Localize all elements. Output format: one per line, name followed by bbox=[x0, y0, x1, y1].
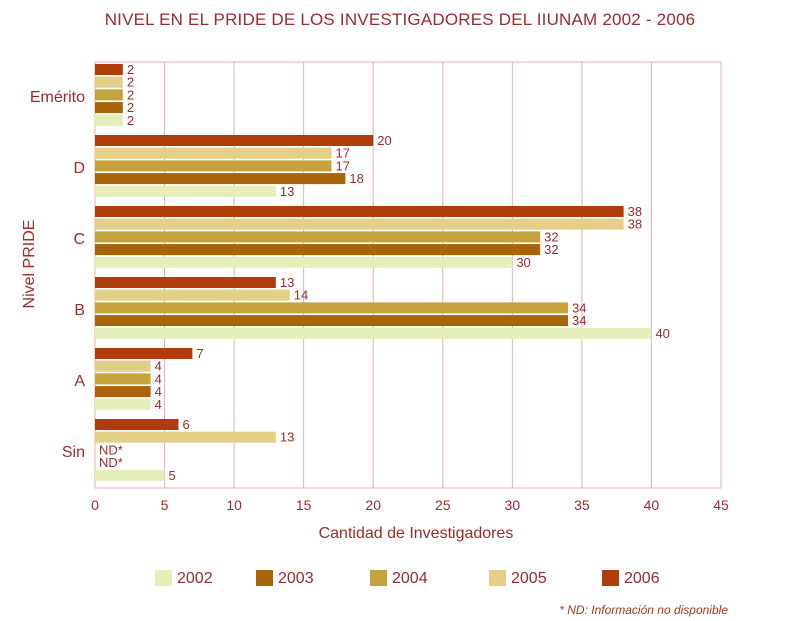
bar bbox=[95, 244, 541, 256]
bar bbox=[95, 469, 165, 481]
bar bbox=[95, 64, 123, 75]
y-category-label: Sin bbox=[62, 444, 85, 461]
bar bbox=[95, 386, 151, 398]
bar bbox=[95, 185, 276, 197]
x-tick-label: 15 bbox=[296, 497, 312, 513]
data-label: 14 bbox=[294, 288, 308, 303]
bar bbox=[95, 431, 276, 443]
bar bbox=[95, 419, 179, 430]
legend-swatch bbox=[256, 570, 273, 586]
data-label: 20 bbox=[377, 133, 391, 148]
legend-label: 2002 bbox=[177, 570, 213, 587]
data-label: 30 bbox=[516, 255, 530, 270]
data-label: 4 bbox=[155, 384, 162, 399]
data-label: 34 bbox=[572, 300, 586, 315]
data-label: 18 bbox=[349, 171, 363, 186]
data-label: 13 bbox=[280, 275, 294, 290]
data-label: 4 bbox=[155, 397, 162, 412]
x-tick-label: 5 bbox=[161, 497, 169, 513]
bar bbox=[95, 206, 624, 217]
y-category-label: B bbox=[74, 302, 85, 319]
data-label: 2 bbox=[127, 87, 134, 102]
plot-area bbox=[94, 61, 722, 489]
bar bbox=[95, 160, 332, 172]
y-category-label: C bbox=[73, 231, 85, 248]
chart-title: NIVEL EN EL PRIDE DE LOS INVESTIGADORES … bbox=[104, 10, 696, 29]
bar bbox=[95, 302, 568, 314]
legend-swatch bbox=[155, 570, 172, 586]
legend-label: 2004 bbox=[392, 570, 428, 587]
y-category-label: D bbox=[73, 160, 85, 177]
data-label: 40 bbox=[655, 326, 669, 341]
legend-label: 2005 bbox=[511, 570, 547, 587]
y-category-label: Emérito bbox=[30, 89, 85, 106]
bar bbox=[95, 256, 513, 268]
bar bbox=[95, 360, 151, 372]
bar bbox=[95, 277, 276, 288]
legend-swatch bbox=[370, 570, 387, 586]
bar bbox=[95, 114, 123, 126]
bar bbox=[95, 218, 624, 230]
x-tick-label: 10 bbox=[226, 497, 242, 513]
x-tick-label: 40 bbox=[644, 497, 660, 513]
bar bbox=[95, 76, 123, 88]
data-label: 6 bbox=[182, 417, 189, 432]
data-label: 5 bbox=[169, 468, 176, 483]
x-tick-label: 20 bbox=[365, 497, 381, 513]
bar bbox=[95, 231, 541, 243]
legend-label: 2006 bbox=[624, 570, 660, 587]
data-label: 13 bbox=[280, 430, 294, 445]
x-axis-title: Cantidad de Investigadores bbox=[319, 525, 514, 542]
data-label: ND* bbox=[99, 455, 123, 470]
bar bbox=[95, 147, 332, 159]
bar bbox=[95, 327, 652, 339]
data-label: 17 bbox=[335, 146, 349, 161]
bar bbox=[95, 135, 374, 146]
legend-swatch bbox=[489, 570, 506, 586]
data-label: 32 bbox=[544, 242, 558, 257]
bar bbox=[95, 102, 123, 114]
data-label: 17 bbox=[335, 158, 349, 173]
data-label: 4 bbox=[155, 359, 162, 374]
x-tick-label: 0 bbox=[91, 497, 99, 513]
bar bbox=[95, 398, 151, 410]
data-label: 7 bbox=[196, 346, 203, 361]
data-label: 34 bbox=[572, 313, 586, 328]
data-label: ND* bbox=[99, 442, 123, 457]
data-label: 32 bbox=[544, 229, 558, 244]
bar bbox=[95, 315, 568, 327]
data-label: 13 bbox=[280, 184, 294, 199]
footnote: * ND: Información no disponible bbox=[559, 603, 728, 617]
x-tick-label: 45 bbox=[713, 497, 729, 513]
y-category-label: A bbox=[74, 373, 85, 390]
bar bbox=[95, 373, 151, 385]
bar bbox=[95, 89, 123, 101]
x-tick-label: 25 bbox=[435, 497, 451, 513]
data-label: 2 bbox=[127, 113, 134, 128]
data-label: 4 bbox=[155, 371, 162, 386]
x-tick-label: 35 bbox=[574, 497, 590, 513]
data-label: 38 bbox=[628, 217, 642, 232]
x-tick-label: 30 bbox=[505, 497, 521, 513]
bar bbox=[95, 348, 193, 359]
bar bbox=[95, 289, 290, 301]
data-label: 2 bbox=[127, 100, 134, 115]
data-label: 2 bbox=[127, 62, 134, 77]
legend-swatch bbox=[602, 570, 619, 586]
bar bbox=[95, 173, 346, 185]
y-axis-title: Nivel PRIDE bbox=[21, 220, 38, 309]
legend-label: 2003 bbox=[278, 570, 314, 587]
data-label: 2 bbox=[127, 75, 134, 90]
data-label: 38 bbox=[628, 204, 642, 219]
